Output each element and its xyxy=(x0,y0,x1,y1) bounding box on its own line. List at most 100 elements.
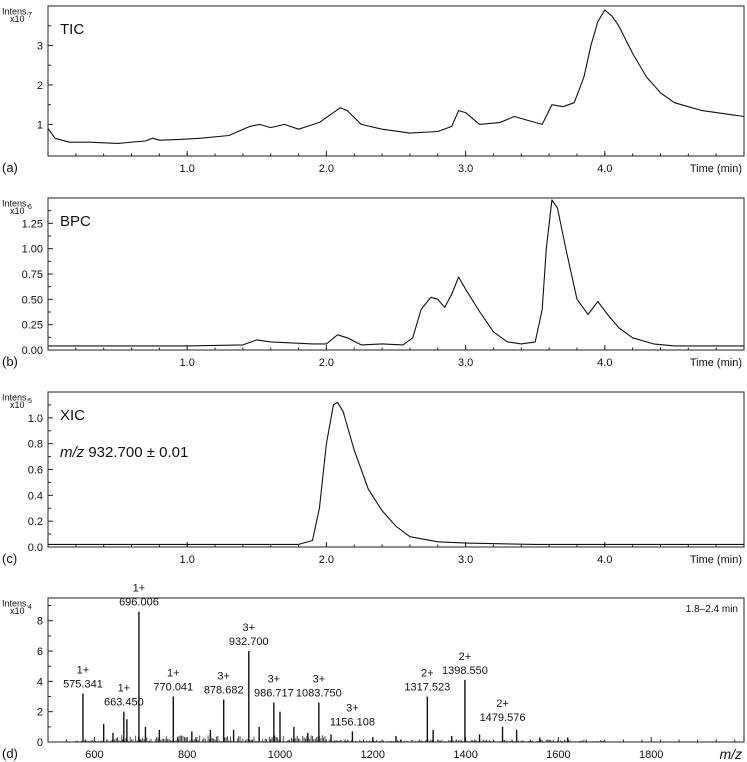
tic-xlabel: Time (min) xyxy=(690,163,742,175)
spectrum-peak-charge: 2+ xyxy=(459,651,472,663)
spectrum-xtick-label: 1600 xyxy=(546,749,570,761)
xic-panel-letter: (c) xyxy=(2,551,17,566)
bpc-ytick-label: 0.25 xyxy=(22,320,43,332)
bpc-xtick-label: 2.0 xyxy=(319,357,334,369)
spectrum-peak-label: 1398.550 xyxy=(442,665,488,677)
spectrum-peak-charge: 3+ xyxy=(268,674,281,686)
tic-y-exponent: x10 xyxy=(10,14,25,24)
spectrum-ytick-label: 0 xyxy=(37,737,43,749)
bpc-title: BPC xyxy=(60,213,91,230)
xic-xtick-label: 4.0 xyxy=(597,554,612,566)
bpc-ylabel: Intens. xyxy=(2,198,29,208)
tic-ytick-label: 1 xyxy=(37,119,43,131)
tic-ytick-label: 3 xyxy=(37,40,43,52)
spectrum-peak-label: 696.006 xyxy=(119,597,159,609)
xic-ytick-label: 0.2 xyxy=(28,516,43,528)
spectrum-xtick-label: 1400 xyxy=(453,749,477,761)
spectrum-peak-label: 663.450 xyxy=(104,697,144,709)
spectrum-peak-charge: 1+ xyxy=(77,664,90,676)
spectrum-peak-label: 575.341 xyxy=(63,678,103,690)
spectrum-ytick-label: 2 xyxy=(37,707,43,719)
bpc-ytick-label: 0.50 xyxy=(22,294,43,306)
xic-annotation-value: 932.700 ± 0.01 xyxy=(84,444,188,461)
spectrum-ytick-label: 4 xyxy=(37,676,43,688)
xic-xlabel: Time (min) xyxy=(690,554,742,566)
spectrum-peak-label: 878.682 xyxy=(204,685,244,697)
spectrum-frame xyxy=(47,597,745,743)
tic-series-line xyxy=(47,9,745,144)
spectrum-peak-charge: 3+ xyxy=(346,702,359,714)
xic-series-line xyxy=(48,401,744,545)
bpc-xlabel: Time (min) xyxy=(690,357,742,369)
xic-ytick-label: 1.0 xyxy=(28,413,43,425)
xic-ytick-label: 0.0 xyxy=(28,542,43,554)
spectrum-y-exponent-power: 4 xyxy=(28,604,32,611)
xic-ylabel: Intens. xyxy=(2,392,29,402)
spectrum-peak-charge: 2+ xyxy=(421,668,434,680)
bpc-xtick-label: 3.0 xyxy=(458,357,473,369)
spectrum-peak-label: 770.041 xyxy=(153,682,193,694)
bpc-frame xyxy=(47,197,745,351)
tic-title: TIC xyxy=(60,21,84,38)
spectrum-peak-label: 932.700 xyxy=(229,636,269,648)
bpc-ytick-label: 1.00 xyxy=(22,244,43,256)
xic-panel: Intens.x10 5 0.0 0.2 0.4 0.6 0.8 1.0 1.0 2.0 3.0 4.… xyxy=(2,391,745,566)
spectrum-y-exponent: x10 xyxy=(10,606,25,616)
xic-xtick-label: 1.0 xyxy=(180,554,195,566)
spectrum-xtick-label: 800 xyxy=(178,749,196,761)
spectrum-peak-charge: 2+ xyxy=(496,698,509,710)
spectrum-peak-label: 1479.576 xyxy=(480,712,526,724)
spectrum-xtick-label: 1800 xyxy=(639,749,663,761)
bpc-ytick-label: 1.25 xyxy=(22,218,43,230)
tic-xtick-label: 1.0 xyxy=(180,163,195,175)
tic-xtick-label: 4.0 xyxy=(597,163,612,175)
tic-xtick-label: 2.0 xyxy=(319,163,334,175)
bpc-y-exponent: x10 xyxy=(10,206,25,216)
xic-ytick-label: 0.4 xyxy=(28,490,43,502)
bpc-panel-letter: (b) xyxy=(2,354,18,369)
bpc-y-exponent-power: 6 xyxy=(28,204,32,211)
spectrum-ytick-label: 8 xyxy=(37,616,43,628)
tic-panel: Intens.x10 7 1 2 3 1.0 2.0 3.0 4.0 Time (min) (a) T… xyxy=(2,5,745,175)
tic-xtick-label: 3.0 xyxy=(458,163,473,175)
xic-ytick-label: 0.8 xyxy=(28,439,43,451)
spectrum-peak-label: 1083.750 xyxy=(296,688,342,700)
tic-panel-letter: (a) xyxy=(2,160,18,175)
bpc-ytick-label: 0.75 xyxy=(22,269,43,281)
spectrum-xtick-label: 600 xyxy=(85,749,103,761)
tic-ylabel: Intens. xyxy=(2,6,29,16)
tic-ytick-label: 2 xyxy=(37,80,43,92)
spectrum-peak-charge: 1+ xyxy=(167,668,180,680)
bpc-panel: Intens.x10 6 0.00 0.25 0.50 0.75 1.00 1.25 1.0 2.… xyxy=(2,197,745,369)
spectrum-xtick-label: 1000 xyxy=(268,749,292,761)
tic-y-exponent-power: 7 xyxy=(28,12,32,19)
spectrum-peak-charge: 3+ xyxy=(313,674,326,686)
xic-y-exponent-power: 5 xyxy=(28,398,32,405)
xic-annotation: m/z 932.700 ± 0.01 xyxy=(60,444,188,461)
spectrum-panel-letter: (d) xyxy=(2,746,18,761)
bpc-ytick-label: 0.00 xyxy=(22,345,43,357)
xic-title: XIC xyxy=(60,407,85,424)
xic-frame xyxy=(47,391,745,548)
spectrum-range-label: 1.8–2.4 min xyxy=(686,604,738,615)
xic-xtick-label: 2.0 xyxy=(319,554,334,566)
spectrum-peak-charge: 1+ xyxy=(118,683,131,695)
xic-y-exponent: x10 xyxy=(10,400,25,410)
xic-annotation-mz: m/z xyxy=(60,444,85,461)
spectrum-ylabel: Intens. xyxy=(2,598,29,608)
tic-frame xyxy=(47,5,745,157)
bpc-xtick-label: 4.0 xyxy=(597,357,612,369)
spectrum-xtick-label: 1200 xyxy=(361,749,385,761)
spectrum-peak-charge: 3+ xyxy=(217,671,230,683)
spectrum-xlabel: m/z xyxy=(719,746,742,762)
bpc-xtick-label: 1.0 xyxy=(180,357,195,369)
spectrum-peak-label: 986.717 xyxy=(254,688,294,700)
spectrum-peak-charge: 1+ xyxy=(133,583,146,595)
spectrum-ytick-label: 6 xyxy=(37,646,43,658)
xic-xtick-label: 3.0 xyxy=(458,554,473,566)
spectrum-peak-label: 1317.523 xyxy=(404,682,450,694)
spectrum-peak-label: 1156.108 xyxy=(330,716,375,728)
bpc-series-line xyxy=(48,199,744,347)
